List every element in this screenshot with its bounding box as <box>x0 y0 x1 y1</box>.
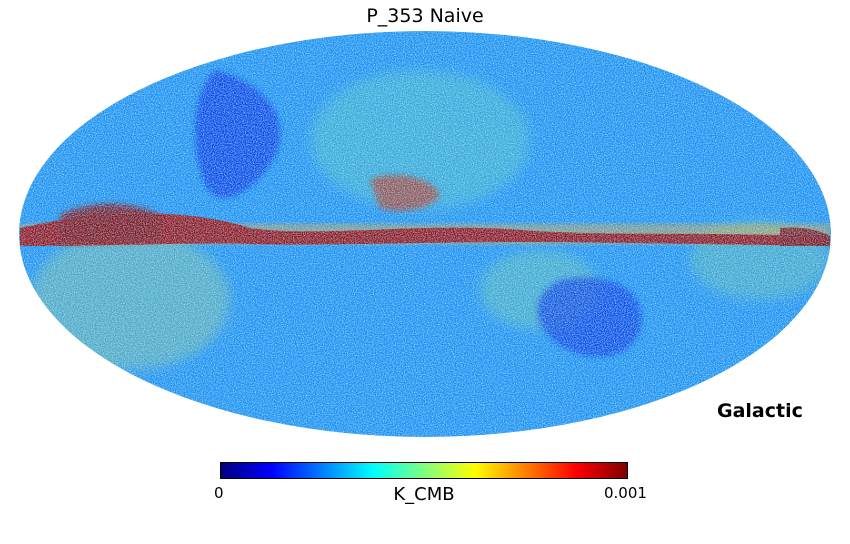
colorbar <box>220 462 628 479</box>
mollweide-disc <box>19 31 831 437</box>
map-title: P_353 Naive <box>366 5 484 27</box>
coordinate-system-label: Galactic <box>717 400 803 422</box>
colorbar-min-label: 0 <box>214 484 224 502</box>
colorbar-max-label: 0.001 <box>604 484 647 502</box>
colorbar-unit-label: K_CMB <box>393 484 455 505</box>
